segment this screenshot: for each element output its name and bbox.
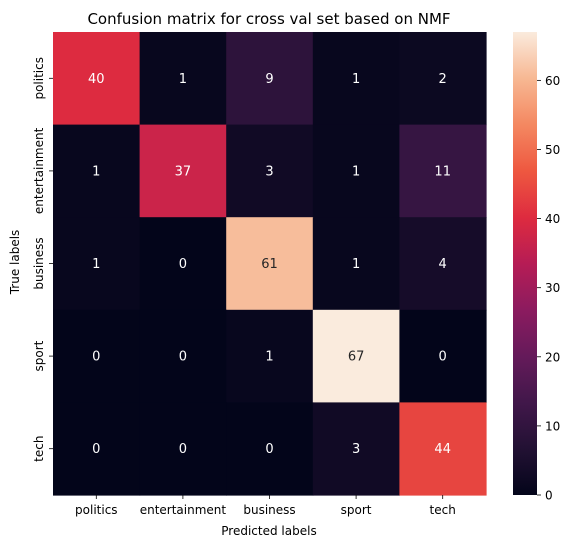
x-tick-label: sport (341, 503, 372, 517)
heatmap-cell-value: 40 (88, 72, 105, 87)
colorbar (513, 32, 537, 495)
heatmap-cell (399, 402, 487, 496)
heatmap-cell-value: 1 (265, 350, 273, 365)
colorbar-tick-label: 60 (545, 74, 560, 88)
heatmap-cell (399, 32, 487, 126)
x-tick-label: business (243, 503, 295, 517)
heatmap-cell (226, 32, 314, 126)
heatmap-cell (312, 309, 400, 403)
heatmap-cell (226, 309, 314, 403)
heatmap-cell-value: 1 (179, 72, 187, 87)
heatmap-cell-value: 1 (92, 257, 100, 272)
heatmap-cell-value: 0 (179, 442, 187, 457)
heatmap-cell-value: 3 (265, 164, 273, 179)
heatmap-cell-value: 0 (179, 257, 187, 272)
colorbar-tick-label: 40 (545, 212, 560, 226)
y-tick-label: business (32, 237, 46, 289)
heatmap-cell-value: 0 (179, 350, 187, 365)
heatmap-cell (139, 32, 227, 126)
colorbar-tick-label: 0 (545, 489, 553, 503)
heatmap-cell-value: 4 (439, 257, 447, 272)
heatmap-cell (53, 402, 141, 496)
x-tick-label: tech (430, 503, 456, 517)
heatmap-cell-value: 9 (265, 72, 273, 87)
heatmap-cell (53, 309, 141, 403)
heatmap-cell (312, 217, 400, 311)
heatmap-cell (226, 217, 314, 311)
colorbar-tick-label: 10 (545, 419, 560, 433)
heatmap-cell (53, 124, 141, 218)
heatmap-cell-value: 0 (92, 350, 100, 365)
chart-title: Confusion matrix for cross val set based… (87, 10, 450, 28)
heatmap-cell-value: 67 (348, 350, 365, 365)
heatmap-cell (226, 402, 314, 496)
heatmap-cell-value: 37 (175, 164, 192, 179)
heatmap-cell (226, 124, 314, 218)
heatmap-cell (399, 309, 487, 403)
colorbar-tick-label: 50 (545, 143, 560, 157)
y-tick-label: sport (32, 340, 46, 371)
heatmap-cell-value: 0 (92, 442, 100, 457)
heatmap-cell-value: 0 (439, 350, 447, 365)
heatmap-cell (312, 402, 400, 496)
heatmap-cell-labels: 40 1 9 1 21 37 3 1 111 0 61 1 40 0 1 67 00 0 0 3 44 (88, 72, 451, 457)
heatmap-cell (53, 32, 141, 126)
heatmap-cell (139, 217, 227, 311)
x-axis-label: Predicted labels (221, 524, 316, 538)
heatmap-cell (312, 32, 400, 126)
heatmap-cell (312, 124, 400, 218)
y-axis-label: True labels (8, 230, 22, 296)
heatmap-cell-value: 0 (265, 442, 273, 457)
heatmap-cell (399, 217, 487, 311)
heatmap-cell-value: 1 (352, 72, 360, 87)
heatmap-cells (53, 32, 487, 496)
colorbar-tick-label: 20 (545, 350, 560, 364)
colorbar-ticks: 0 10 20 30 40 50 60 (537, 74, 560, 503)
heatmap-cell-value: 11 (434, 164, 451, 179)
heatmap-cell (139, 124, 227, 218)
colorbar-tick-label: 30 (545, 281, 560, 295)
y-tick-label: politics (32, 57, 46, 100)
heatmap-cell (53, 217, 141, 311)
heatmap-cell-value: 1 (92, 164, 100, 179)
y-tick-label: entertainment (32, 127, 46, 214)
heatmap-cell (139, 402, 227, 496)
x-tick-label: politics (75, 503, 118, 517)
heatmap-cell-value: 3 (352, 442, 360, 457)
y-axis-ticks: politics entertainment business sport tech (32, 57, 53, 462)
x-axis-ticks: politics entertainment business sport tech (75, 495, 456, 517)
heatmap-cell-value: 61 (261, 257, 278, 272)
heatmap-cell-value: 1 (352, 164, 360, 179)
heatmap-cell (399, 124, 487, 218)
heatmap-cell-value: 1 (352, 257, 360, 272)
heatmap-cell (139, 309, 227, 403)
y-tick-label: tech (32, 436, 46, 462)
x-tick-label: entertainment (140, 503, 227, 517)
heatmap-cell-value: 2 (439, 72, 447, 87)
heatmap-cell-value: 44 (434, 442, 451, 457)
